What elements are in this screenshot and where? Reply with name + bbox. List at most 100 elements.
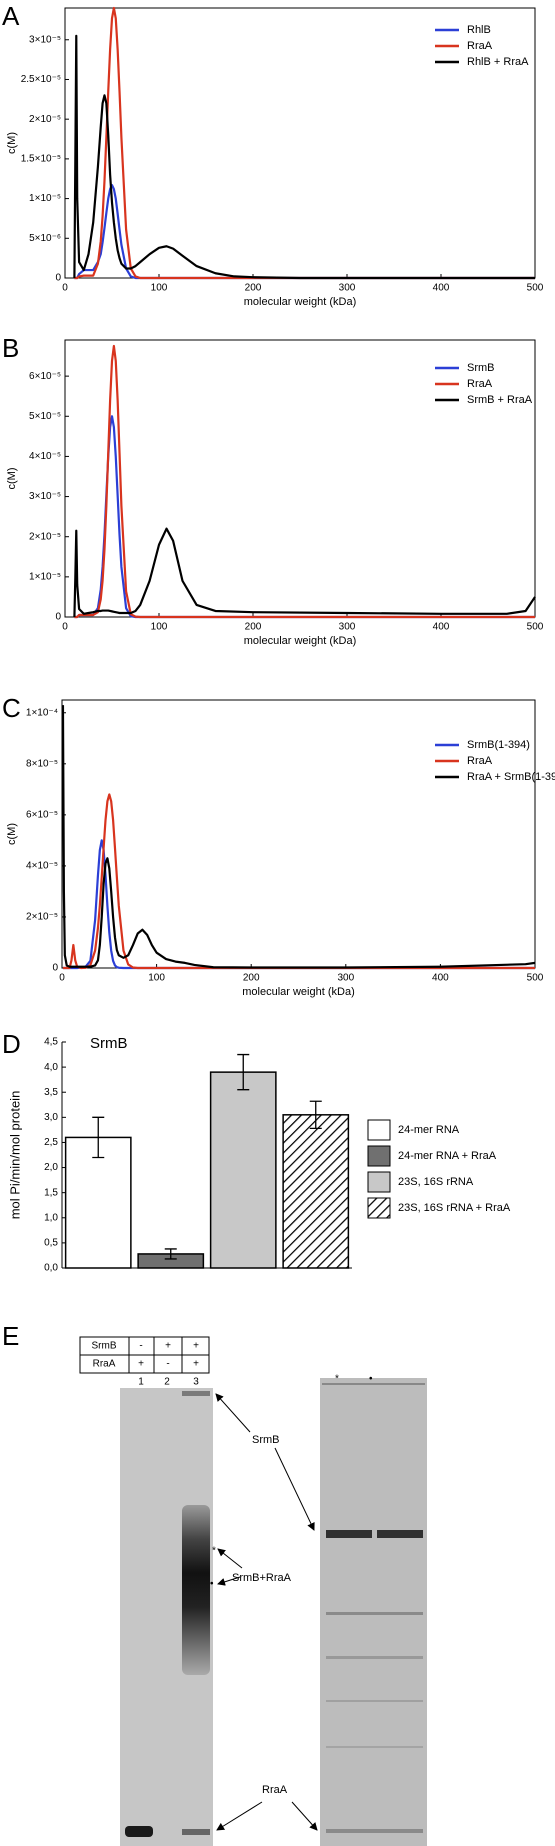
y-tick-label: 4×10⁻⁵: [29, 451, 61, 462]
legend-label: RraA: [467, 755, 493, 767]
bar: [282, 1114, 350, 1269]
y-tick-label: 1×10⁻⁵: [29, 193, 61, 204]
legend-label: SrmB(1-394): [467, 739, 530, 751]
x-tick-label: 0: [62, 283, 68, 294]
table-cell: -: [166, 1359, 169, 1370]
y-tick-label: 6×10⁻⁵: [29, 371, 61, 382]
x-tick-label: 200: [245, 283, 262, 294]
table-cell: +: [193, 1359, 199, 1370]
series-line: [61, 705, 536, 969]
legend-label: RhlB + RraA: [467, 56, 529, 68]
series-line: [62, 793, 535, 970]
error-bar: [309, 1100, 322, 1130]
y-tick-label: 0: [55, 273, 61, 284]
table-cell: +: [138, 1359, 144, 1370]
table-cell: RraA: [93, 1359, 116, 1370]
arrow-label: SrmB: [252, 1434, 280, 1446]
table-cell: -: [139, 1341, 142, 1352]
x-tick-label: 100: [148, 973, 165, 984]
y-tick-label: 2.5×10⁻⁵: [21, 74, 61, 85]
gel-band: [326, 1612, 423, 1615]
lane-number: 3: [193, 1377, 199, 1388]
gel-band: [326, 1700, 423, 1702]
series-line: [74, 344, 535, 619]
plot-frame: [64, 339, 536, 618]
y-tick-label: 3×10⁻⁵: [29, 491, 61, 502]
y-tick-label: 3,0: [44, 1112, 58, 1123]
panel-label: C: [2, 693, 21, 723]
legend-label: RraA: [467, 378, 493, 390]
y-tick-label: 1.5×10⁻⁵: [21, 154, 61, 165]
x-axis-label: molecular weight (kDa): [244, 296, 356, 308]
chart-title: SrmB: [90, 1035, 128, 1052]
error-bar: [164, 1248, 177, 1260]
lane-marker: *: [335, 1374, 339, 1385]
gel-band: [326, 1530, 372, 1538]
x-tick-label: 100: [151, 622, 168, 633]
x-tick-label: 0: [62, 622, 68, 633]
y-tick-label: 0,0: [44, 1263, 58, 1274]
gel-band: [326, 1746, 423, 1748]
lane-number: 2: [164, 1377, 170, 1388]
gel-smear: [182, 1505, 210, 1675]
arrow: [274, 1447, 315, 1531]
y-axis-label: c(M): [6, 468, 18, 490]
x-tick-label: 300: [339, 622, 356, 633]
arrow: [216, 1801, 263, 1831]
gel-band: [182, 1829, 210, 1835]
y-tick-label: 1,0: [44, 1212, 58, 1223]
legend-label: 23S, 16S rRNA: [398, 1176, 474, 1188]
legend-label: RhlB: [467, 24, 491, 36]
arrow: [291, 1801, 318, 1831]
series-line: [74, 415, 535, 619]
gel-band: [326, 1656, 423, 1659]
legend-label: RraA + SrmB(1-394): [467, 771, 555, 783]
legend-label: 24-mer RNA + RraA: [398, 1150, 497, 1162]
x-tick-label: 500: [527, 973, 544, 984]
legend-label: SrmB: [467, 362, 495, 374]
panel-label: E: [2, 1321, 19, 1351]
y-axis-label: c(M): [6, 823, 18, 845]
plot-frame: [61, 699, 536, 969]
y-tick-label: 1×10⁻⁴: [26, 707, 58, 718]
y-tick-label: 2×10⁻⁵: [29, 114, 61, 125]
gel-panel: E SrmB - + + RraA + - + 1 2 3 * • * • Sr…: [2, 1321, 427, 1846]
table-cell: +: [165, 1341, 171, 1352]
series-line: [73, 34, 535, 280]
gel-band: [125, 1826, 153, 1837]
series-line: [62, 839, 535, 970]
x-tick-label: 200: [243, 973, 260, 984]
legend-label: 24-mer RNA: [398, 1124, 460, 1136]
panel-label: B: [2, 333, 19, 363]
legend-label: 23S, 16S rRNA + RraA: [398, 1202, 511, 1214]
y-tick-label: 1,5: [44, 1187, 58, 1198]
y-tick-label: 4,5: [44, 1037, 58, 1048]
x-tick-label: 400: [432, 973, 449, 984]
y-tick-label: 5×10⁻⁶: [29, 233, 61, 244]
gel-band: [326, 1829, 423, 1833]
lane-marker: •: [369, 1374, 373, 1385]
legend-swatch: [367, 1145, 391, 1167]
x-tick-label: 300: [337, 973, 354, 984]
x-tick-label: 400: [433, 283, 450, 294]
table-cell: +: [193, 1341, 199, 1352]
y-axis-label: mol Pi/min/mol protein: [7, 1091, 22, 1220]
band-marker: *: [212, 1546, 216, 1557]
arrow-label: SrmB+RraA: [232, 1572, 292, 1584]
table-cell: SrmB: [92, 1341, 117, 1352]
error-bar: [92, 1116, 105, 1159]
y-tick-label: 0: [55, 612, 61, 623]
x-tick-label: 100: [151, 283, 168, 294]
y-tick-label: 3×10⁻⁵: [29, 34, 61, 45]
y-tick-label: 0: [52, 963, 58, 974]
series-line: [73, 527, 536, 618]
y-tick-label: 4,0: [44, 1062, 58, 1073]
x-axis-label: molecular weight (kDa): [242, 986, 354, 998]
y-axis-label: c(M): [6, 132, 18, 154]
gel-band: [182, 1391, 210, 1396]
x-tick-label: 500: [527, 283, 544, 294]
error-bar: [237, 1053, 250, 1091]
y-tick-label: 2,0: [44, 1162, 58, 1173]
panel-label: A: [2, 1, 20, 31]
